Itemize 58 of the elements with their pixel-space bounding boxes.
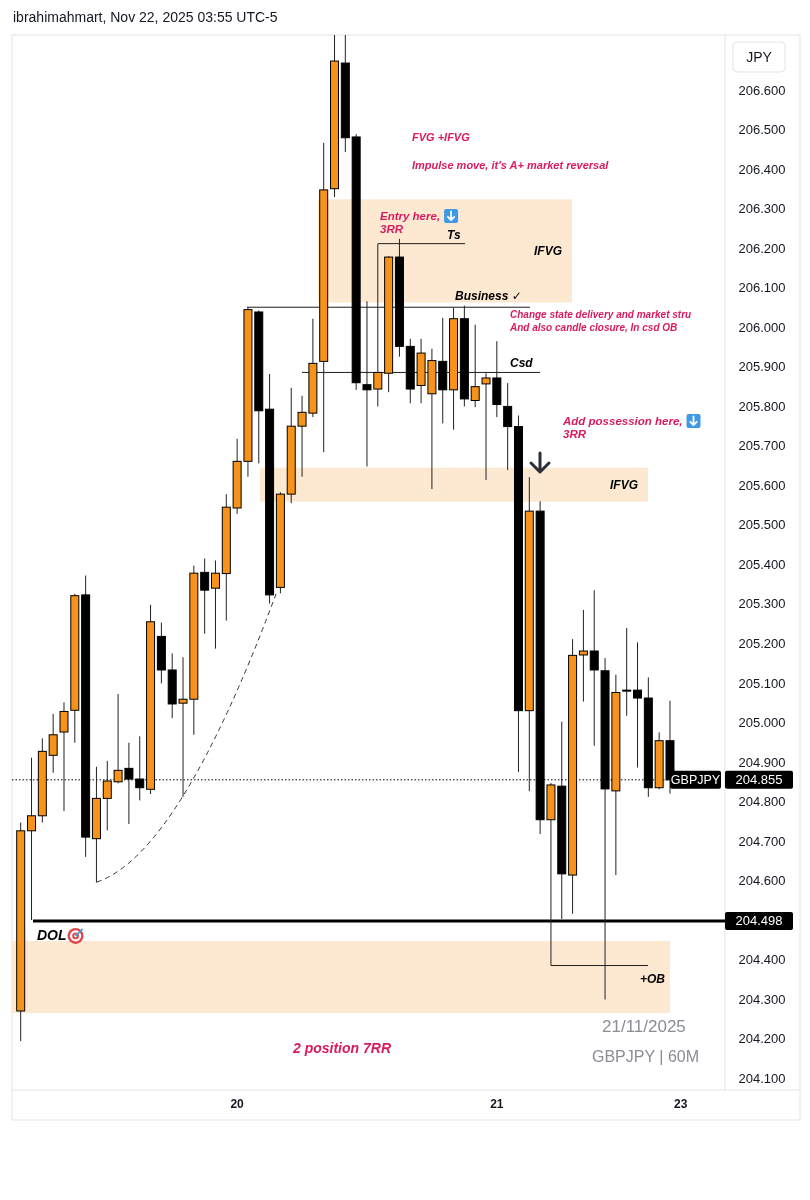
- y-tick-label: 204.800: [738, 794, 786, 810]
- y-tick-label: 205.200: [738, 636, 786, 651]
- annotation: 2 position 7RR: [292, 1040, 392, 1056]
- annotation: 3RR: [380, 223, 404, 235]
- y-tick-label: 206.400: [738, 161, 786, 177]
- x-tick-label: 21: [490, 1097, 504, 1111]
- annotation: GBPJPY | 60M: [592, 1048, 700, 1065]
- y-tick-label: 204.300: [738, 991, 786, 1007]
- y-tick-label: 204.900: [738, 754, 786, 770]
- annotation: And also candle closure, In csd OB: [509, 322, 678, 333]
- y-tick-label: 204.600: [738, 873, 786, 889]
- y-tick-label: 206.100: [738, 280, 786, 296]
- y-tick-label: 204.100: [738, 1070, 786, 1086]
- candlestick: [622, 627, 632, 717]
- y-tick-label: 206.300: [738, 201, 786, 217]
- ref-line-label: Ts: [447, 227, 461, 242]
- candlestick: [633, 641, 643, 769]
- y-tick-label: 205.300: [738, 596, 786, 612]
- y-tick-label: 204.200: [738, 1031, 786, 1047]
- y-tick-label: 204.498: [735, 913, 783, 929]
- x-tick-label: 20: [230, 1097, 245, 1111]
- y-tick-label: 205.000: [738, 715, 786, 731]
- y-axis-title: JPY: [746, 49, 773, 65]
- annotation: Impulse move, it's A+ market reversal: [412, 159, 610, 171]
- y-tick-label: 204.855: [735, 772, 783, 788]
- annotation: Add possession here,: [562, 415, 683, 427]
- y-tick-label: 205.700: [738, 438, 786, 454]
- candlestick: [503, 382, 513, 471]
- y-tick-label: 206.200: [738, 240, 786, 256]
- band-label: IFVG: [533, 243, 562, 258]
- y-tick-label: 204.700: [738, 833, 786, 849]
- y-tick-label: 205.500: [738, 517, 786, 533]
- x-tick-label: 23: [674, 1097, 688, 1111]
- y-tick-label: 205.100: [738, 675, 786, 691]
- y-tick-label: 206.000: [738, 319, 786, 335]
- y-tick-label: 205.600: [738, 477, 786, 493]
- annotation: FVG +IFVG: [412, 131, 471, 143]
- annotation: Change state delivery and market stru: [510, 309, 692, 320]
- y-tick-label: 205.900: [738, 359, 786, 375]
- candlestick: [200, 558, 210, 635]
- candlestick: [48, 713, 58, 774]
- y-tick-label: 204.400: [738, 952, 786, 968]
- band-label: IFVG: [609, 477, 638, 492]
- y-tick-label: 205.400: [738, 556, 786, 572]
- ref-line-label: +OB: [640, 971, 666, 986]
- candlestick: [210, 560, 220, 650]
- annotation: 21/11/2025: [602, 1017, 686, 1036]
- y-tick-label: 206.600: [738, 82, 786, 98]
- ref-line-label: GBPJPY: [670, 773, 721, 788]
- ref-line-label: DOL: [37, 926, 67, 943]
- chart-title: ibrahimahmart, Nov 22, 2025 03:55 UTC-5: [13, 9, 278, 25]
- ref-line-label: Business ✓: [455, 289, 522, 304]
- y-tick-label: 205.800: [738, 398, 786, 414]
- annotation: 3RR: [563, 428, 587, 440]
- annotation: Entry here,: [380, 210, 441, 222]
- candlestick: [578, 609, 588, 703]
- ref-line-label: Csd: [510, 356, 534, 371]
- y-tick-label: 206.500: [738, 122, 786, 138]
